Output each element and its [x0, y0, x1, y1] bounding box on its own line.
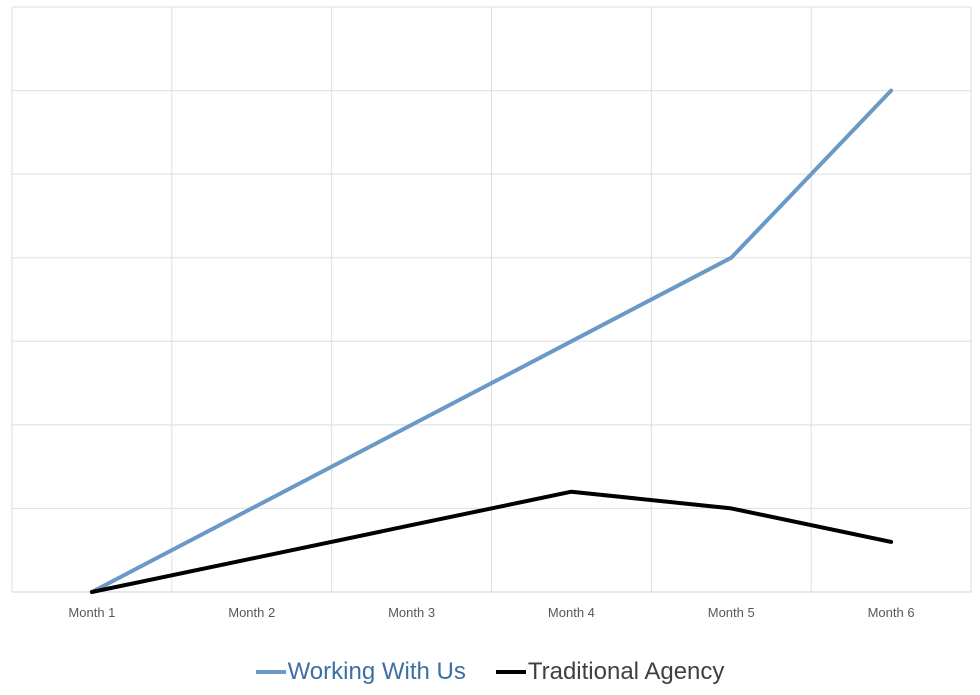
x-axis-tick-labels: Month 1 Month 2 Month 3 Month 4 Month 5 Month… — [68, 605, 914, 620]
line-chart: Month 1 Month 2 Month 3 Month 4 Month 5 Month… — [11, 6, 972, 620]
legend-item-traditional-agency: Traditional Agency — [495, 658, 725, 686]
x-tick-label: Month 2 — [228, 605, 275, 620]
series-line-working-with-us — [89, 88, 894, 594]
legend-swatch-traditional-agency — [495, 670, 526, 674]
legend-item-working-with-us: Working With Us — [255, 658, 466, 686]
x-tick-label: Month 3 — [388, 605, 435, 620]
legend-label-working-with-us: Working With Us — [287, 658, 466, 685]
series-line-traditional-agency — [89, 489, 894, 594]
grid-lines — [11, 6, 972, 593]
x-tick-label: Month 4 — [548, 605, 595, 620]
series-lines — [89, 88, 894, 594]
legend-label-traditional-agency: Traditional Agency — [527, 658, 725, 685]
x-tick-label: Month 1 — [68, 605, 115, 620]
x-tick-label: Month 5 — [708, 605, 755, 620]
legend-swatch-working-with-us — [255, 670, 286, 674]
x-tick-label: Month 6 — [868, 605, 915, 620]
legend: Working With Us Traditional Agency — [0, 652, 980, 692]
